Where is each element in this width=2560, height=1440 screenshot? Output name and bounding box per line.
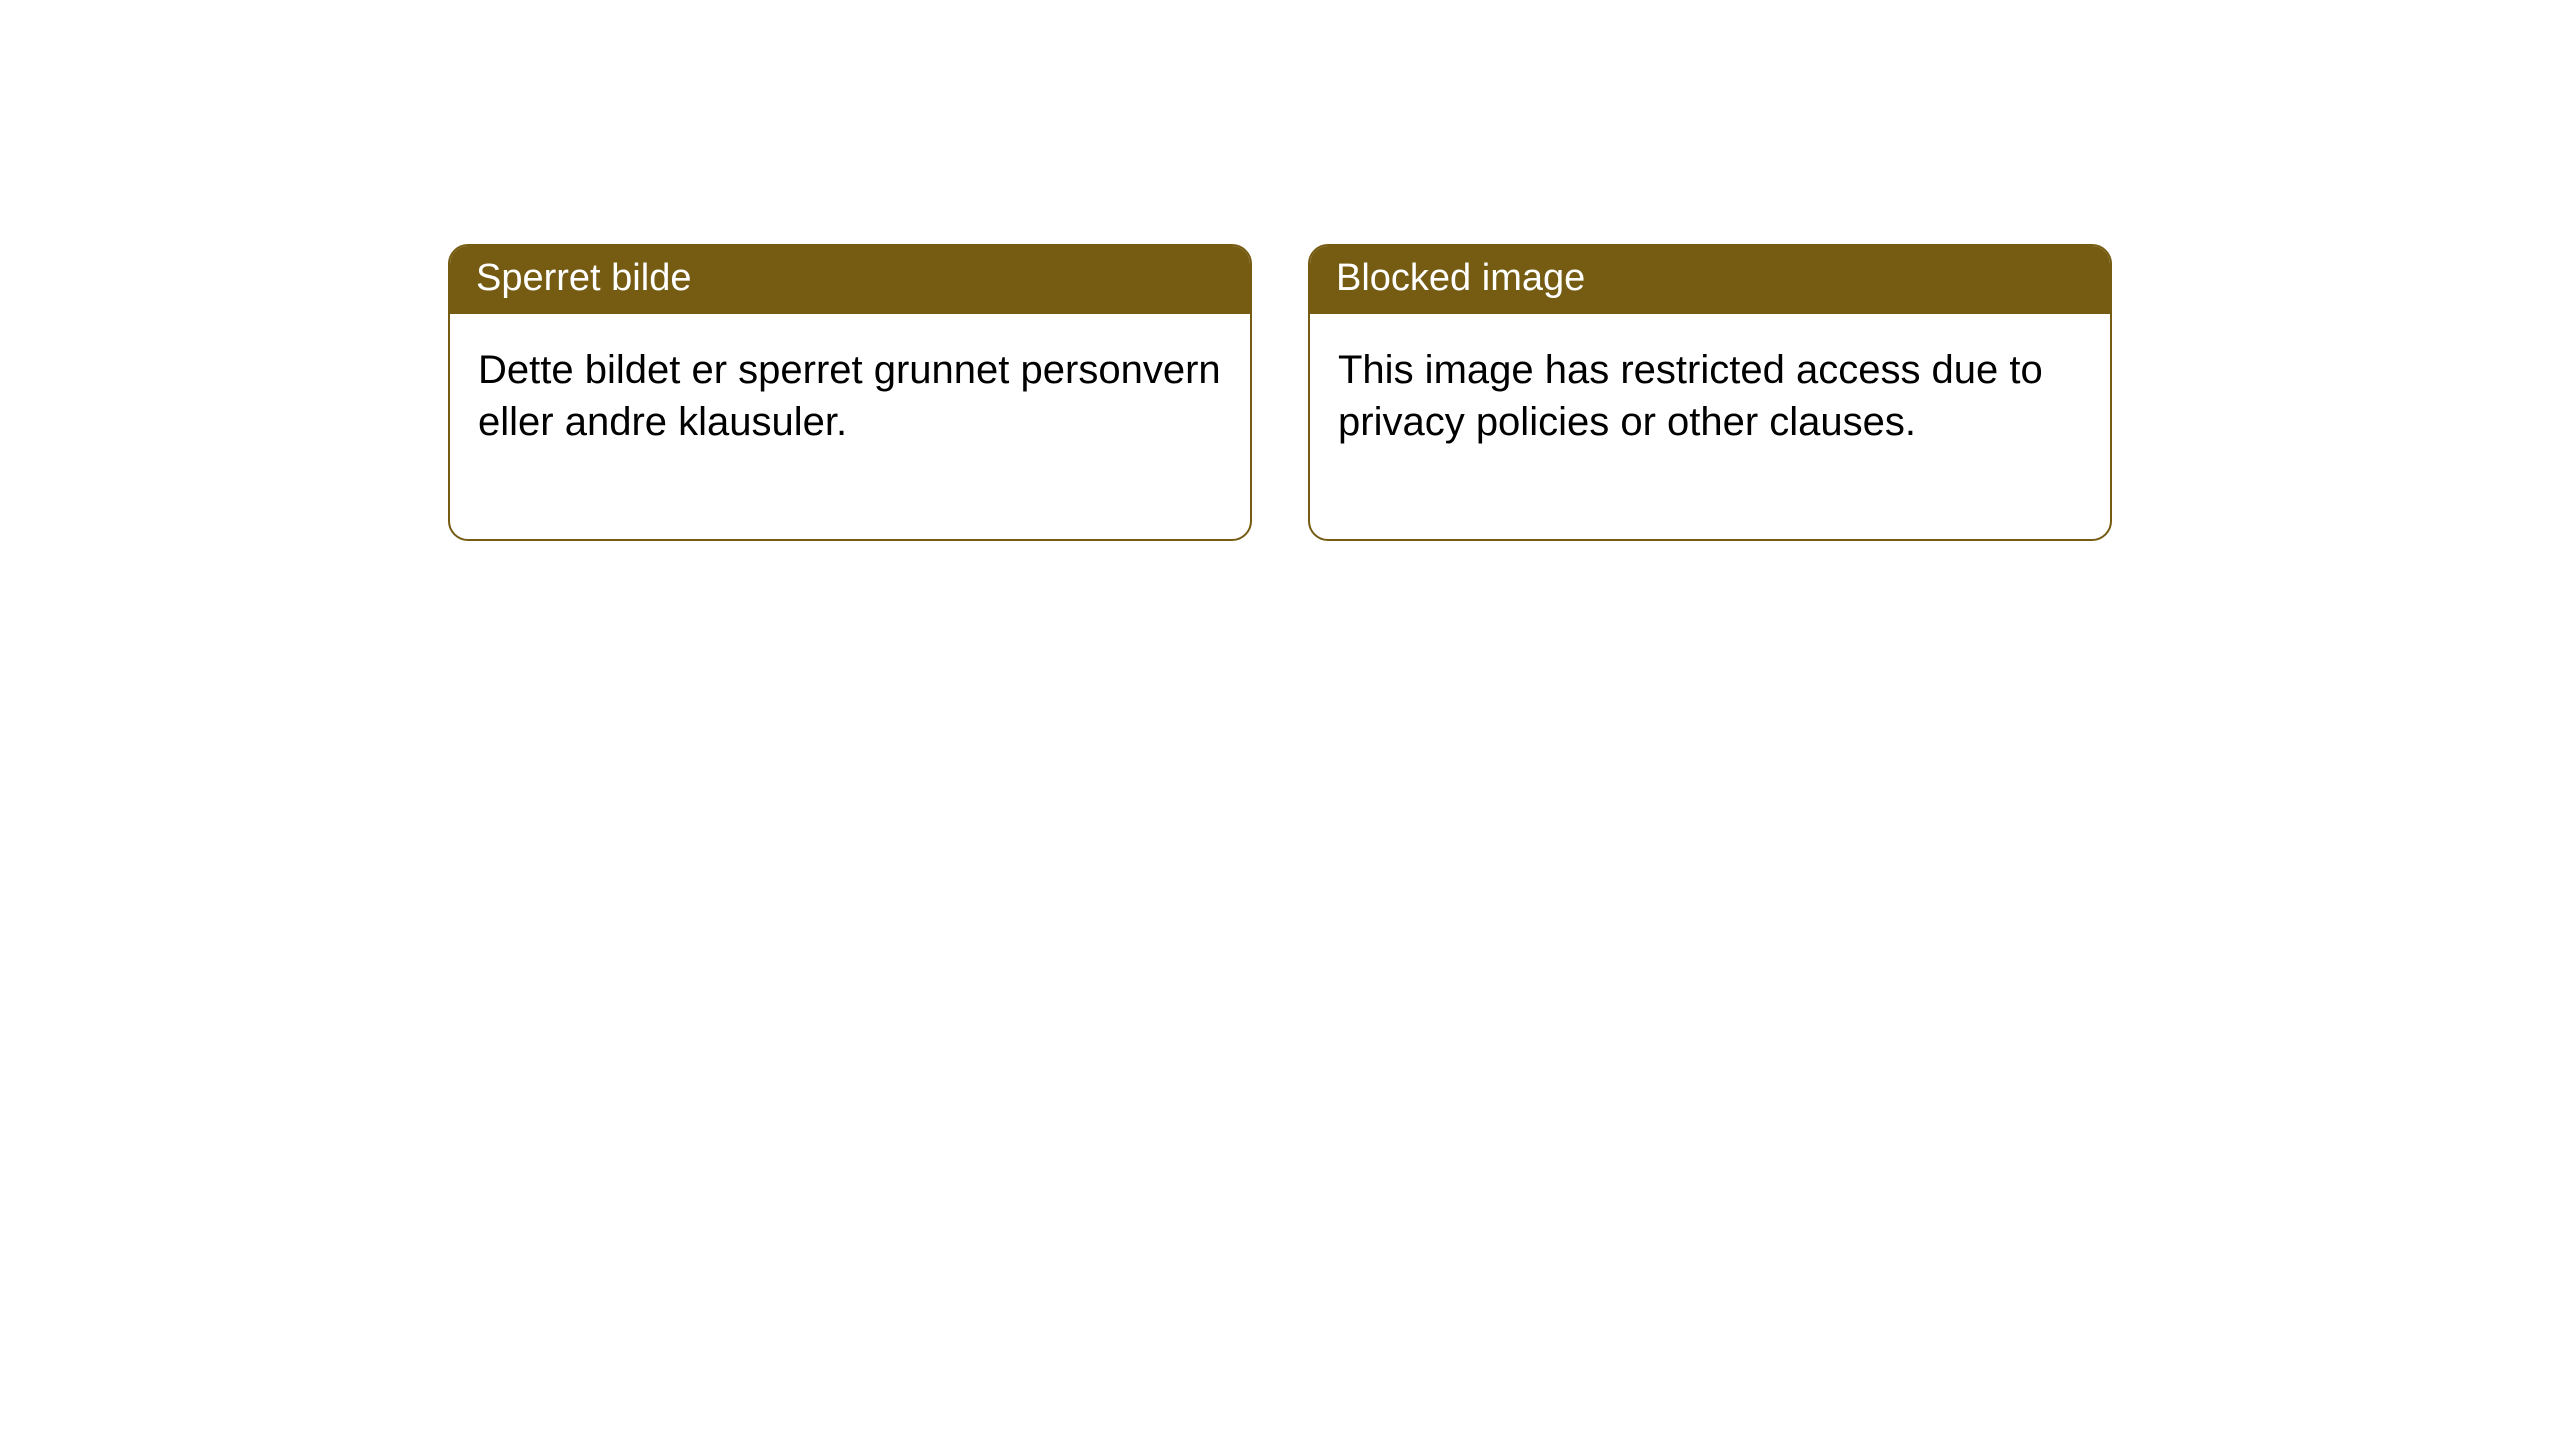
notice-card-body: Dette bildet er sperret grunnet personve… [450, 314, 1250, 540]
notice-card-body: This image has restricted access due to … [1310, 314, 2110, 540]
notice-card-norwegian: Sperret bilde Dette bildet er sperret gr… [448, 244, 1252, 541]
notice-cards-row: Sperret bilde Dette bildet er sperret gr… [0, 0, 2560, 541]
notice-card-title: Blocked image [1310, 246, 2110, 314]
notice-card-english: Blocked image This image has restricted … [1308, 244, 2112, 541]
notice-card-title: Sperret bilde [450, 246, 1250, 314]
